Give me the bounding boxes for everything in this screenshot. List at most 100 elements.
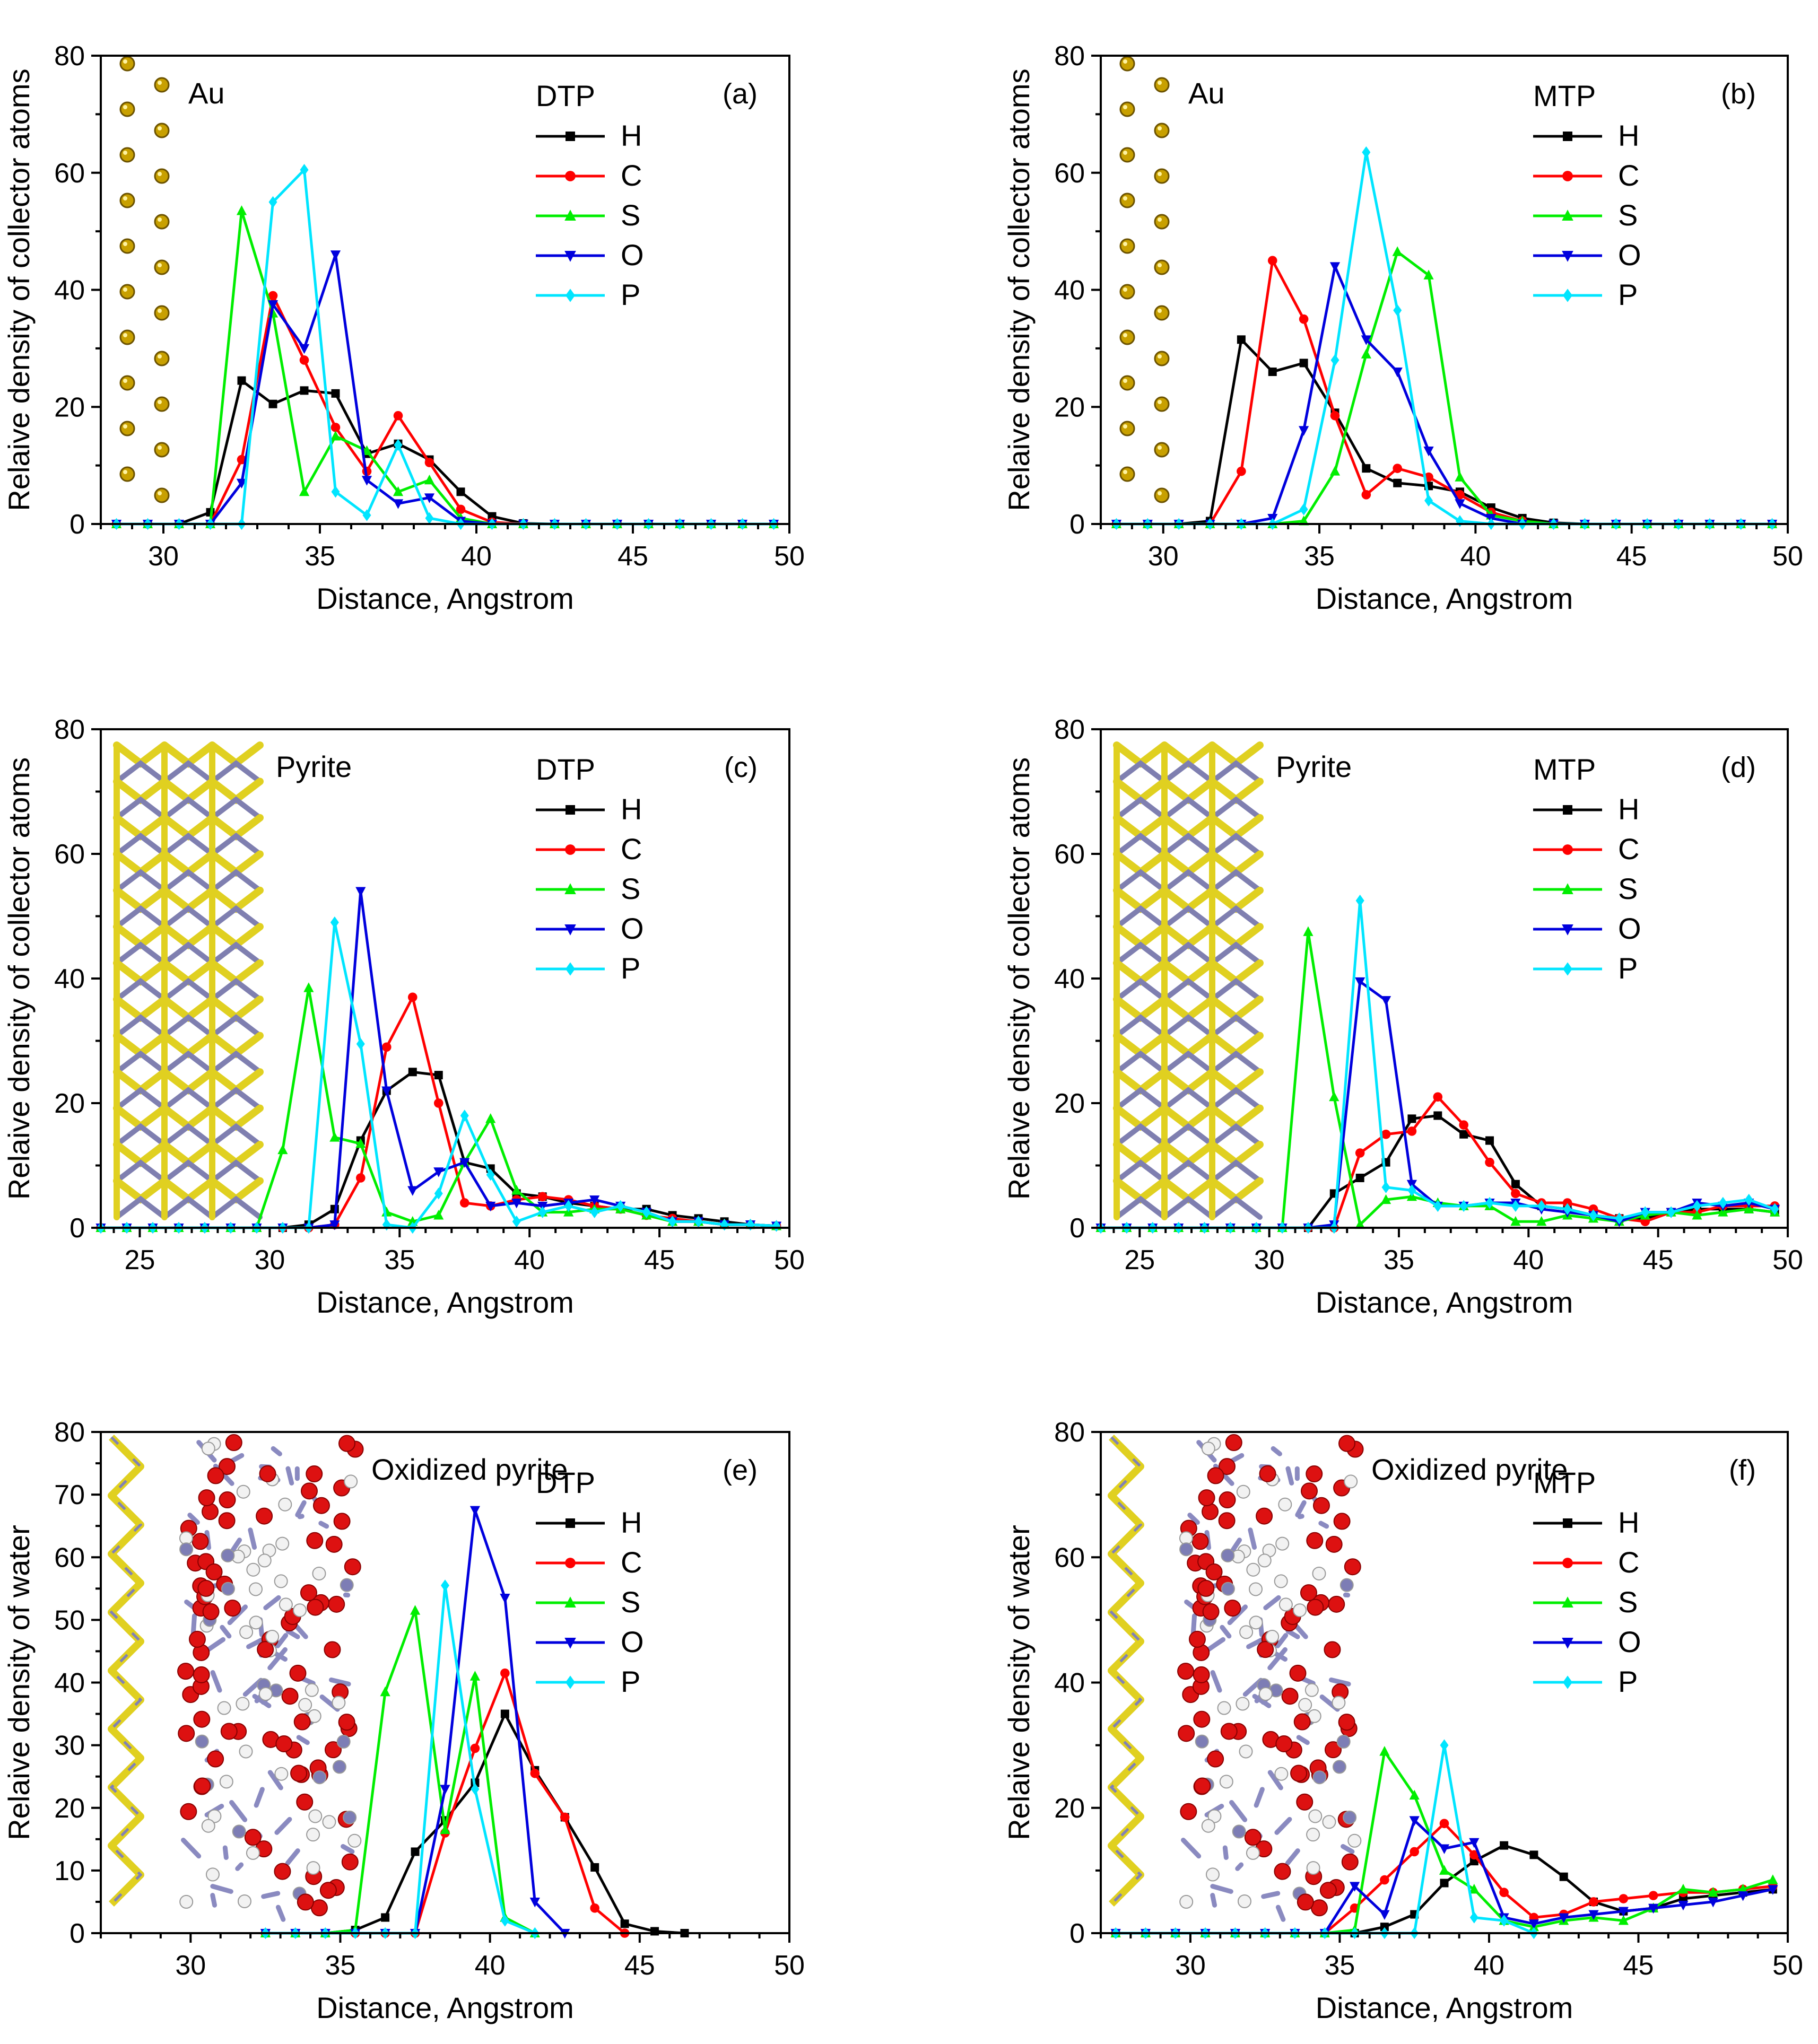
hydrogen-atom bbox=[1179, 1894, 1194, 1909]
oxide-bond bbox=[285, 1629, 300, 1639]
y-tick-label: 20 bbox=[54, 392, 85, 423]
oxide-bond bbox=[220, 1624, 232, 1639]
gold-atom bbox=[1119, 329, 1135, 345]
legend-label-H: H bbox=[1618, 792, 1639, 826]
oxygen-atom bbox=[1198, 1489, 1215, 1507]
data-point-O bbox=[424, 493, 435, 503]
oxygen-atom bbox=[312, 1497, 330, 1514]
pyrite-bond bbox=[1210, 1123, 1263, 1148]
y-tick-label: 40 bbox=[54, 275, 85, 306]
legend-label-P: P bbox=[1618, 951, 1638, 985]
pyrite-bond bbox=[162, 1087, 215, 1111]
legend-marker-C bbox=[1562, 1558, 1573, 1568]
data-point-S bbox=[1379, 1746, 1390, 1756]
y-tick-label: 80 bbox=[54, 1417, 85, 1448]
pyrite-bond bbox=[114, 832, 167, 857]
data-point-H bbox=[1511, 1180, 1520, 1189]
data-point-O bbox=[440, 1785, 450, 1795]
legend-marker-S bbox=[1562, 209, 1573, 221]
hydrogen-atom bbox=[237, 1894, 251, 1908]
oxide-bond bbox=[1295, 1500, 1307, 1517]
data-point-P bbox=[300, 164, 309, 176]
pyrite-bond bbox=[1114, 941, 1167, 966]
data-point-P bbox=[1440, 1739, 1449, 1751]
gold-atom-highlight bbox=[1123, 379, 1127, 383]
y-tick-label: 50 bbox=[54, 1605, 85, 1636]
x-tick-label: 35 bbox=[305, 541, 335, 572]
gold-atom-highlight bbox=[1123, 333, 1127, 337]
iron-atom bbox=[1312, 1770, 1327, 1785]
legend-title: DTP bbox=[536, 1466, 595, 1499]
oxide-bond bbox=[1275, 1905, 1286, 1922]
gold-atom-highlight bbox=[1158, 172, 1162, 176]
data-point-O bbox=[1380, 996, 1391, 1006]
pyrite-bond bbox=[1162, 1195, 1215, 1220]
data-point-P bbox=[616, 1200, 625, 1212]
oxygen-atom bbox=[275, 1735, 293, 1752]
data-point-P bbox=[1299, 503, 1308, 516]
oxide-bond bbox=[294, 1623, 308, 1639]
y-tick-label: 40 bbox=[1054, 1668, 1085, 1699]
oxide-bond bbox=[1254, 1787, 1265, 1808]
oxide-bond bbox=[318, 1521, 329, 1529]
oxygen-atom bbox=[1178, 1725, 1195, 1742]
iron-atom bbox=[195, 1734, 209, 1749]
hydrogen-atom bbox=[1304, 1683, 1319, 1697]
pyrite-bond bbox=[1162, 1014, 1215, 1038]
oxide-bond bbox=[254, 1787, 265, 1808]
gold-atom-highlight bbox=[1158, 400, 1162, 404]
hydrogen-atom bbox=[1246, 1846, 1260, 1860]
pyrite-bond bbox=[1162, 1087, 1215, 1111]
oxide-bond bbox=[1190, 1613, 1197, 1637]
y-tick-label: 10 bbox=[54, 1856, 85, 1886]
data-point-S bbox=[1361, 348, 1371, 359]
oxygen-atom bbox=[1296, 1793, 1314, 1811]
pyrite-bond bbox=[162, 1195, 215, 1220]
hydrogen-atom bbox=[236, 1484, 250, 1499]
data-point-P bbox=[1511, 1200, 1520, 1212]
iron-atom bbox=[232, 1824, 246, 1839]
y-tick-label: 0 bbox=[1069, 509, 1085, 540]
panel-label: (c) bbox=[724, 752, 758, 783]
oxygen-atom bbox=[1193, 1710, 1211, 1728]
iron-atom bbox=[343, 1810, 357, 1824]
legend-label-C: C bbox=[1618, 1545, 1639, 1579]
legend-marker-S bbox=[564, 1596, 576, 1608]
oxygen-atom bbox=[1275, 1735, 1293, 1752]
data-point-P bbox=[1744, 1193, 1753, 1206]
data-point-O bbox=[469, 1506, 481, 1516]
data-point-H bbox=[500, 1709, 509, 1718]
x-tick-label: 40 bbox=[1460, 541, 1491, 572]
data-point-H bbox=[408, 1068, 417, 1077]
gold-atom bbox=[119, 101, 135, 117]
surface-label: Oxidized pyrite bbox=[1371, 1453, 1568, 1486]
x-tick-label: 45 bbox=[1616, 541, 1647, 572]
legend-marker-H bbox=[566, 132, 575, 141]
data-point-C bbox=[1562, 1198, 1572, 1208]
hydrogen-atom bbox=[257, 1553, 272, 1568]
legend-title: MTP bbox=[1533, 79, 1596, 112]
oxygen-atom bbox=[256, 1507, 273, 1525]
pyrite-bond bbox=[210, 1123, 263, 1148]
data-point-P bbox=[1692, 1200, 1701, 1212]
oxygen-atom bbox=[218, 1458, 236, 1475]
data-point-C bbox=[407, 992, 417, 1002]
hydrogen-atom bbox=[1257, 1553, 1272, 1568]
pyrite-bond bbox=[1210, 1014, 1263, 1038]
chart-panel-b: 30 35 40 45 50 0 20 40 60 80 Distance, Angstrom Rel… bbox=[1002, 41, 1803, 615]
data-point-H bbox=[620, 1919, 629, 1928]
hydrogen-atom bbox=[205, 1867, 220, 1882]
oxide-bond bbox=[222, 1845, 229, 1860]
gold-atom bbox=[154, 487, 170, 503]
series-line-O bbox=[101, 890, 777, 1229]
hydrogen-atom bbox=[246, 1846, 260, 1860]
data-point-S bbox=[1392, 246, 1403, 256]
y-tick-label: 80 bbox=[54, 41, 85, 72]
gold-atom-highlight bbox=[123, 333, 127, 337]
data-point-C bbox=[1299, 314, 1309, 324]
pyrite-bond bbox=[162, 977, 215, 1002]
data-point-O bbox=[1768, 1885, 1778, 1895]
data-point-P bbox=[746, 1218, 755, 1231]
data-point-P bbox=[694, 1216, 703, 1228]
oxygen-atom bbox=[1297, 1893, 1314, 1911]
